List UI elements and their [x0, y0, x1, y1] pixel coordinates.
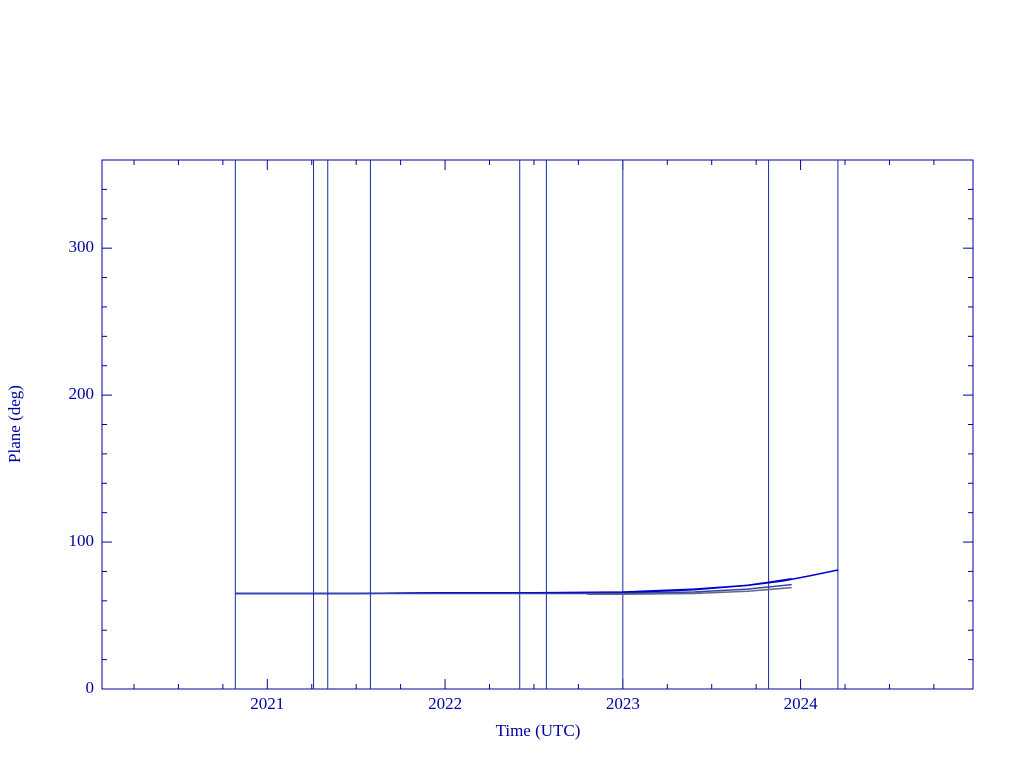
y-tick-label: 200	[69, 384, 95, 403]
y-tick-label: 0	[86, 678, 95, 697]
plot-frame	[101, 159, 974, 690]
y-tick-label: 300	[69, 237, 95, 256]
data-line	[235, 569, 839, 595]
y-tick-label: 100	[69, 531, 95, 550]
x-tick-label: 2023	[606, 694, 640, 713]
x-axis-label: Time (UTC)	[496, 721, 581, 740]
x-tick-label: 2024	[784, 694, 819, 713]
y-axis-label: Plane (deg)	[5, 385, 24, 463]
x-tick-label: 2021	[250, 694, 284, 713]
data-line	[235, 583, 792, 595]
data-line	[587, 586, 792, 595]
x-tick-label: 2022	[428, 694, 462, 713]
